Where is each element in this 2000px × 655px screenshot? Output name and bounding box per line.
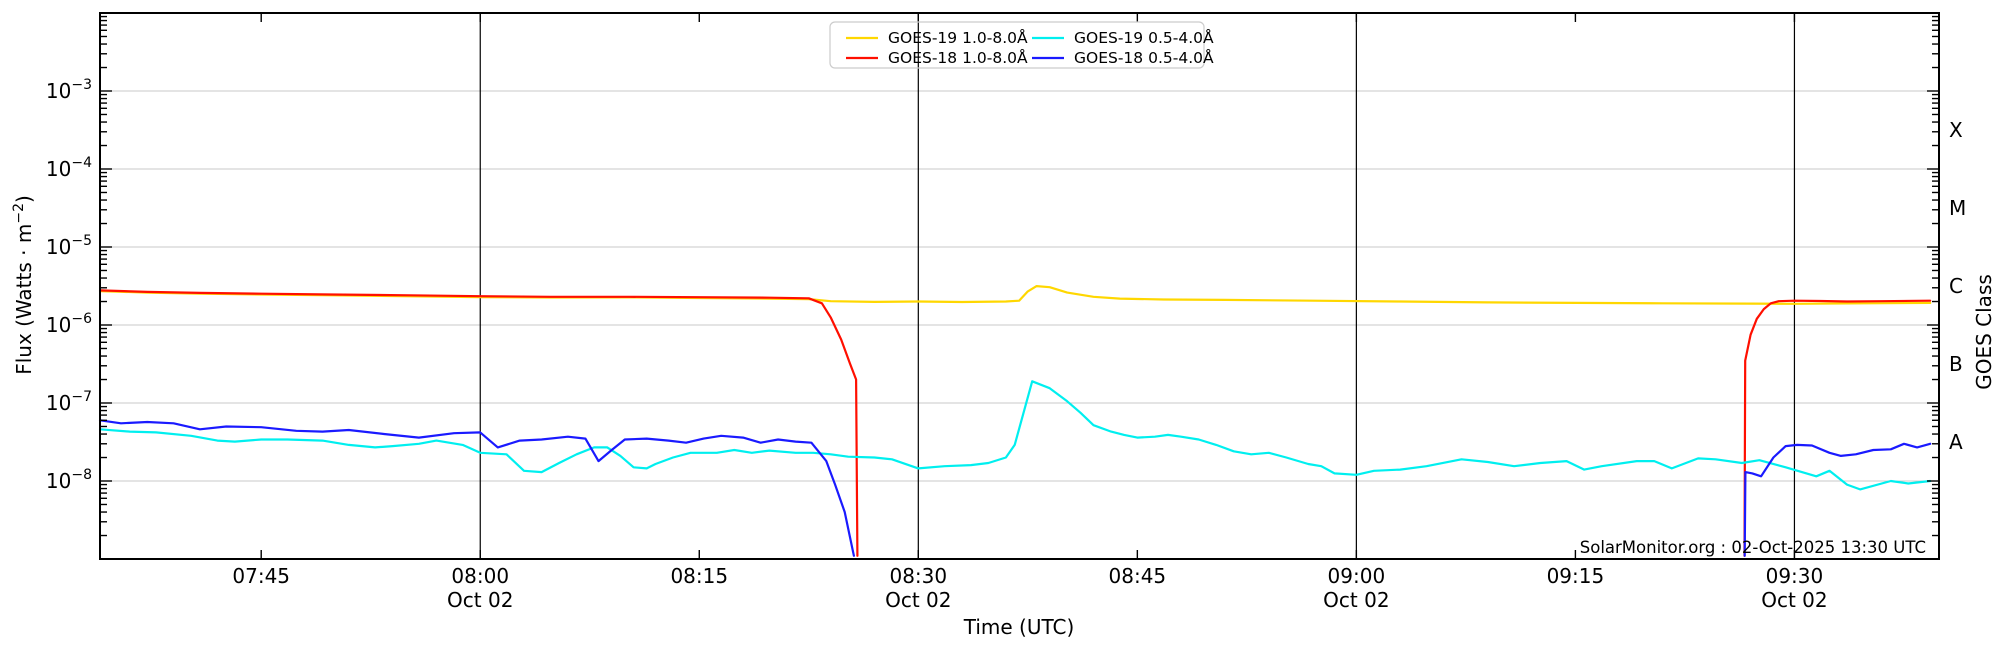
x-tick-label: 08:45 — [1109, 564, 1167, 588]
y-tick-label: 10−5 — [46, 233, 92, 259]
watermark-annotation: SolarMonitor.org : 02-Oct-2025 13:30 UTC — [1580, 538, 1926, 557]
series-goes-18-1-0-8-0- — [98, 289, 859, 557]
y-tick-label: 10−4 — [46, 155, 92, 181]
x-tick-label: 08:00 — [451, 564, 509, 588]
legend-label-goes18-long: GOES-18 1.0-8.0Å — [888, 48, 1028, 67]
x-tick-sublabel: Oct 02 — [1761, 588, 1827, 612]
plot-frame — [99, 12, 1940, 560]
goes-class-label: B — [1949, 352, 1963, 376]
x-tick-label: 08:15 — [670, 564, 728, 588]
x-tick-label: 09:15 — [1547, 564, 1605, 588]
x-tick-label: 07:45 — [232, 564, 290, 588]
day-marker-lines — [479, 13, 1796, 559]
gridlines — [100, 90, 1939, 482]
x-axis-title: Time (UTC) — [963, 615, 1075, 639]
right-axis-title: GOES Class — [1972, 274, 1996, 390]
y-tick-label: 10−3 — [46, 77, 92, 103]
x-tick-label: 09:30 — [1766, 564, 1824, 588]
legend-label-goes18-short: GOES-18 0.5-4.0Å — [1074, 48, 1214, 67]
legend: GOES-19 1.0-8.0Å GOES-18 1.0-8.0Å GOES-1… — [829, 21, 1214, 69]
y-tick-label: 10−6 — [46, 311, 92, 337]
y-axis-title: Flux (Watts · m−2) — [11, 195, 36, 375]
series-goes-18-0-5-4-0- — [98, 419, 855, 557]
x-tick-sublabel: Oct 02 — [885, 588, 951, 612]
goes-class-label: X — [1949, 118, 1963, 142]
y-tick-label: 10−7 — [46, 389, 92, 415]
x-tick-sublabel: Oct 02 — [447, 588, 513, 612]
x-tick-sublabel: Oct 02 — [1323, 588, 1389, 612]
x-tick-label: 09:00 — [1328, 564, 1386, 588]
legend-box — [829, 21, 1205, 69]
goes-class-label: C — [1949, 274, 1963, 298]
y-tick-label: 10−8 — [46, 467, 92, 493]
flux-series — [98, 285, 1932, 557]
legend-label-goes19-short: GOES-19 0.5-4.0Å — [1074, 28, 1214, 47]
goes-class-label: M — [1949, 196, 1966, 220]
axes-frame-and-ticks — [99, 12, 1940, 560]
goes-class-label: A — [1949, 430, 1963, 454]
series-goes-18-1-0-8-0- — [1743, 299, 1932, 557]
legend-label-goes19-long: GOES-19 1.0-8.0Å — [888, 28, 1028, 47]
x-tick-label: 08:30 — [889, 564, 947, 588]
series-goes-19-0-5-4-0- — [98, 380, 1932, 491]
series-goes-18-0-5-4-0- — [1743, 442, 1932, 557]
